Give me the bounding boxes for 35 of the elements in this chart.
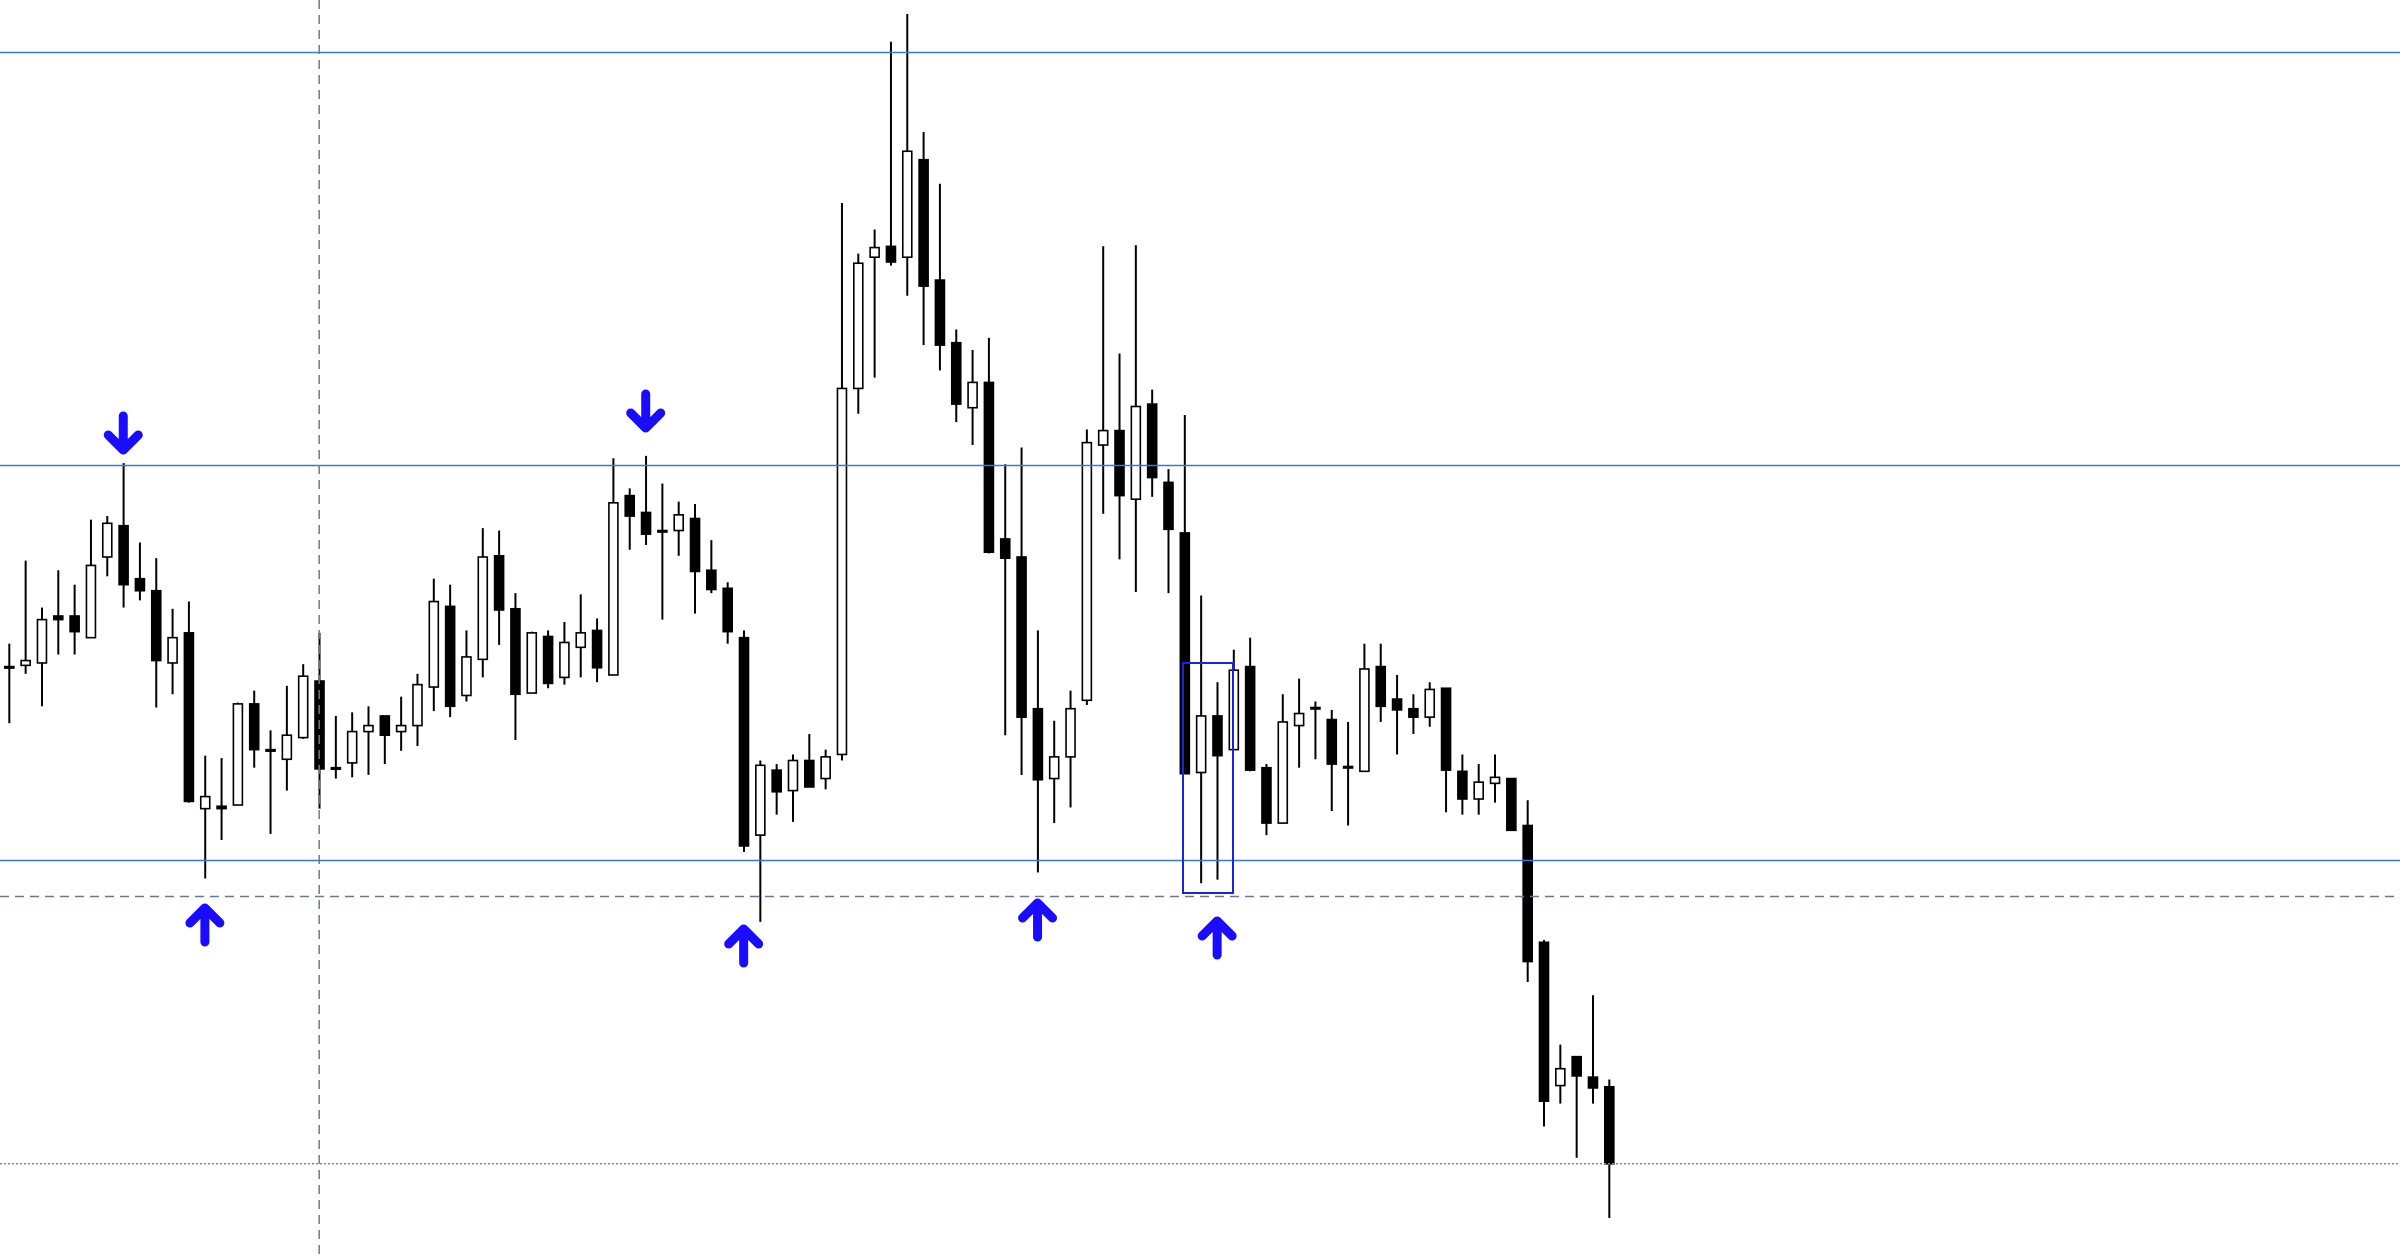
candlestick — [216, 757, 227, 841]
candlestick — [1489, 753, 1501, 804]
candlestick — [640, 454, 652, 546]
candlestick — [1555, 1043, 1566, 1105]
candlestick — [575, 593, 587, 679]
candlestick — [4, 642, 15, 725]
candlestick — [999, 463, 1011, 737]
candlestick — [657, 482, 668, 621]
candlestick — [363, 705, 374, 776]
candlestick — [1048, 719, 1060, 825]
candlestick — [379, 714, 391, 766]
candlestick — [1293, 677, 1305, 769]
candlestick — [199, 754, 211, 880]
candlestick — [1310, 700, 1321, 761]
candlestick — [1391, 674, 1403, 756]
candlestick — [771, 763, 782, 816]
candlestick — [1473, 763, 1484, 816]
candlestick — [20, 559, 31, 675]
candlestick — [1571, 1055, 1582, 1159]
candlestick — [1587, 994, 1599, 1105]
candlestick — [673, 500, 684, 557]
candlestick — [885, 40, 897, 267]
candlestick — [69, 583, 80, 656]
candlestick — [134, 541, 146, 602]
candlestick — [820, 748, 831, 791]
candlestick — [624, 487, 636, 551]
candlestick — [395, 695, 407, 752]
candlestick — [53, 569, 64, 656]
candlestick — [265, 729, 276, 835]
candlestick — [1408, 693, 1419, 735]
candlestick — [706, 539, 717, 595]
candlestick — [1097, 245, 1109, 515]
candlestick — [869, 228, 880, 379]
candlestick — [330, 714, 342, 780]
candlestick — [1342, 720, 1354, 827]
